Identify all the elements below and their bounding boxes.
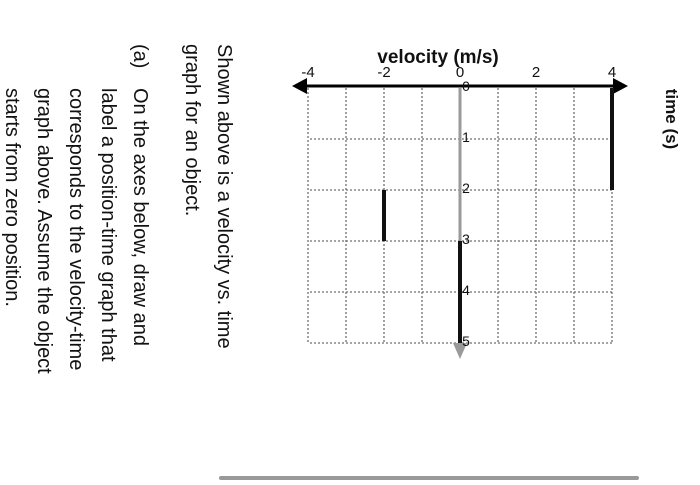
y-tick-label: 4: [608, 64, 616, 81]
x-tick-label: 0: [462, 78, 470, 94]
part-a-line: label a position-time graph that: [97, 88, 119, 362]
velocity-axis-arrow-up: [613, 78, 628, 94]
x-axis-label: time (s): [662, 89, 681, 149]
part-a-line: starts from zero position.: [1, 88, 23, 307]
x-tick-label: 4: [462, 282, 470, 298]
chart-series: [382, 88, 614, 343]
chart-tick-labels: 0 1 2 3 4 5 -4 -2 0 2 4: [301, 64, 616, 349]
time-axis-arrow: [453, 343, 467, 359]
y-axis-label: velocity (m/s): [377, 47, 498, 68]
x-tick-label: 2: [462, 180, 470, 196]
question-intro-line: Shown above is a velocity vs. time: [213, 44, 235, 349]
y-tick-label: 0: [456, 64, 464, 81]
part-a-line: graph above. Assume the object: [33, 88, 55, 374]
x-tick-label: 1: [462, 129, 470, 145]
y-tick-label: -2: [377, 64, 390, 81]
question-intro-line: graph for an object.: [181, 44, 203, 217]
part-a-label: (a): [129, 44, 151, 69]
bottom-divider: [219, 476, 639, 480]
x-tick-label: 3: [462, 231, 470, 247]
part-a-line: On the axes below, draw and: [129, 88, 151, 346]
velocity-time-chart: 0 1 2 3 4 5 -4 -2 0 2 4 velocity (m/s) time (s): [292, 47, 681, 359]
part-a-line: corresponds to the velocity-time: [65, 88, 87, 371]
part-a-text: On the axes below, draw and label a posi…: [0, 88, 156, 374]
velocity-axis-arrow-down: [292, 78, 307, 94]
y-tick-label: 2: [532, 64, 540, 81]
x-tick-label: 5: [462, 333, 470, 349]
y-tick-label: -4: [301, 64, 314, 81]
question-intro: Shown above is a velocity vs. time graph…: [176, 44, 240, 349]
